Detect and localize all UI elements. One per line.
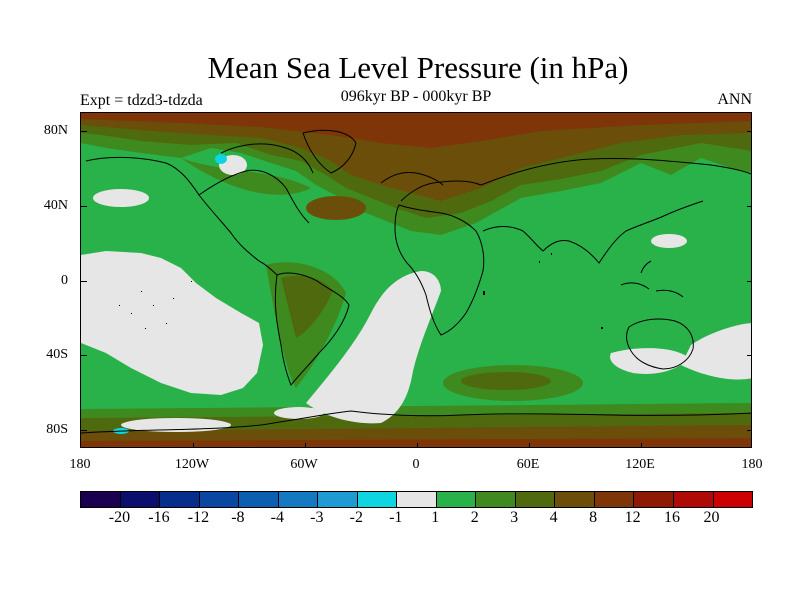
colorbar-label: 1 (431, 509, 440, 526)
x-tick-label: 120W (174, 457, 210, 472)
colorbar-swatch (357, 492, 398, 507)
x-tick-label: 0 (412, 457, 420, 472)
colorbar-label: 2 (470, 509, 479, 526)
field-level-neg1-1-atlantic (306, 271, 441, 424)
plot-title: Mean Sea Level Pressure (in hPa) (207, 50, 629, 85)
coastline-greenland (302, 129, 357, 174)
colorbar-label: -20 (108, 509, 131, 526)
colorbar-label: -8 (231, 509, 245, 526)
colorbar (80, 491, 753, 508)
field-level-4-8-eurasia (306, 196, 366, 220)
coastline-europe-africa (380, 172, 485, 336)
field-level-neg1-1-pacific-east (681, 323, 751, 380)
field-level-neg2-neg1 (215, 154, 227, 164)
y-tick-label: 40N (43, 198, 68, 213)
colorbar-label: -12 (187, 509, 210, 526)
field-level-neg1-1-westpacific (651, 234, 687, 248)
colorbar-swatch (555, 492, 595, 507)
colorbar-swatch (436, 492, 477, 507)
colorbar-swatch (239, 492, 279, 507)
x-tick-label: 180 (741, 457, 763, 472)
colorbar-swatch (397, 492, 437, 507)
coastline-australia (626, 318, 694, 370)
field-level-8-12-antarctica (81, 438, 751, 447)
colorbar-label: -2 (349, 509, 363, 526)
colorbar-swatch (713, 492, 753, 507)
coastline-south-america (274, 272, 350, 386)
field-level-8-12 (81, 113, 751, 148)
colorbar-swatch (594, 492, 635, 507)
x-tick-label: 60W (290, 457, 318, 472)
experiment-label: Expt = tdzd3-tdzda (80, 92, 203, 109)
field-level-2-3-northpacific (181, 158, 311, 195)
field-level-4-8 (81, 113, 751, 201)
colorbar-swatch (673, 492, 714, 507)
coastline-asia (480, 157, 751, 264)
colorbar-swatch (634, 492, 674, 507)
field-level-3-4-indian (461, 372, 551, 390)
colorbar-label: 16 (664, 509, 681, 526)
field-level-3-4-southamerica (281, 275, 333, 338)
season-label: ANN (717, 91, 752, 108)
colorbar-swatch (120, 492, 161, 507)
coastlines (81, 129, 751, 434)
colorbar-label: 20 (703, 509, 720, 526)
field-level-neg1-1-scotia (274, 407, 324, 419)
colorbar-label: 3 (510, 509, 519, 526)
map-specks (119, 253, 603, 329)
colorbar-swatch (160, 492, 200, 507)
colorbar-label: -1 (389, 509, 403, 526)
colorbar-swatch (81, 492, 121, 507)
y-tick-label: 0 (61, 273, 68, 288)
colorbar-label: -16 (148, 509, 170, 526)
colorbar-swatch (199, 492, 240, 507)
y-tick-label: 40S (46, 347, 68, 362)
pressure-map (80, 112, 752, 448)
colorbar-label: -3 (310, 509, 324, 526)
colorbar-label: 8 (589, 509, 598, 526)
colorbar-swatch (476, 492, 516, 507)
x-tick-label: 120E (625, 457, 655, 472)
plot-subtitle: 096kyr BP - 000kyr BP (340, 88, 492, 105)
coastline-indonesia (620, 260, 684, 298)
x-tick-label: 180 (69, 457, 91, 472)
colorbar-label: -4 (270, 509, 285, 526)
colorbar-label: 4 (549, 509, 558, 526)
colorbar-swatch (515, 492, 556, 507)
colorbar-swatch (278, 492, 319, 507)
field-level-neg1-1-pacific (81, 251, 263, 395)
y-tick-label: 80N (43, 123, 68, 138)
x-tick-label: 60E (516, 457, 540, 472)
y-tick-label: 80S (46, 422, 68, 437)
field-level-neg1-1-australia (610, 348, 689, 374)
map-tickmarks (81, 131, 751, 447)
coastline-north-america (85, 143, 314, 276)
field-level-neg1-1-northpacific (93, 189, 149, 207)
colorbar-swatch (318, 492, 358, 507)
coastline-antarctica (81, 410, 751, 434)
colorbar-label: 12 (624, 509, 641, 526)
